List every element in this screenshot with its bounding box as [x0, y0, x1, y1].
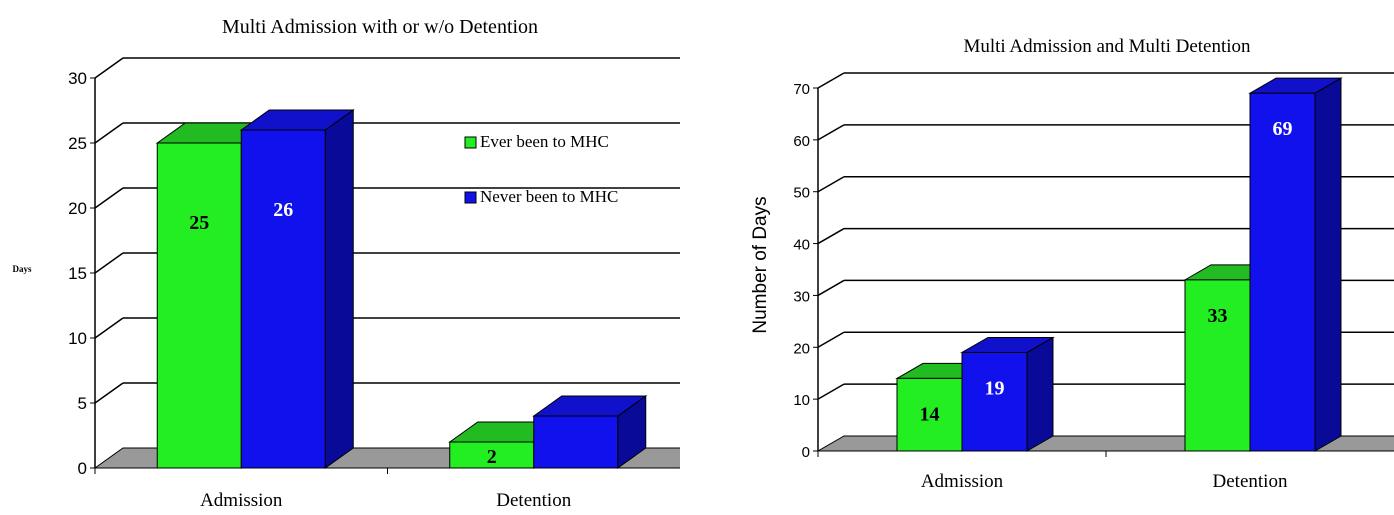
c1-bar-side: [324, 109, 354, 469]
c2-grid-diag: [817, 124, 845, 141]
c1-ytick-label: 15: [68, 264, 87, 283]
c1-bar-front: [156, 142, 242, 469]
c2-ytick-label: 70: [793, 81, 810, 98]
c1-grid-diag: [94, 382, 124, 404]
c2-ytick-label: 60: [793, 133, 810, 150]
legend-swatch-ever: [464, 136, 477, 149]
c2-ytick-label: 0: [802, 444, 810, 461]
chart1-title: Multi Admission with or w/o Detention: [222, 16, 538, 38]
c1-ytick-label: 5: [78, 394, 87, 413]
c2-ytick-label: 30: [793, 288, 810, 305]
c2-category-label: Detention: [1213, 471, 1288, 492]
c2-data-label: 33: [1208, 305, 1228, 327]
c2-bar-side: [1314, 77, 1342, 452]
c1-grid-diag: [94, 317, 124, 339]
chart-multi-admission-detention: Multi Admission and Multi Detention Numb…: [700, 0, 1394, 510]
c2-grid-diag: [817, 279, 845, 297]
c2-bar-front: [896, 377, 963, 452]
chart1-svg: Multi Admission with or w/o Detention Da…: [12, 16, 710, 511]
c2-ytick-label: 40: [793, 237, 810, 254]
c1-ytick-label: 20: [68, 199, 87, 218]
c1-bar-front: [240, 129, 326, 469]
c1-data-label: 4: [571, 485, 581, 507]
c1-data-label: 2: [487, 446, 497, 468]
c2-category-label: Admission: [921, 471, 1004, 492]
c1-ytick-label: 25: [68, 134, 87, 153]
c2-grid-diag: [817, 331, 845, 348]
c2-data-label: 19: [985, 377, 1005, 399]
chart2-title: Multi Admission and Multi Detention: [963, 36, 1251, 57]
c2-data-label: 69: [1273, 118, 1293, 140]
c2-bar-side: [1026, 336, 1054, 452]
chart2-ylabel: Number of Days: [750, 196, 771, 333]
legend-label-never: Never been to MHC: [480, 187, 618, 206]
legend-swatch-never: [464, 191, 477, 204]
c2-grid-diag: [817, 176, 845, 193]
c1-ytick-label: 30: [68, 69, 87, 88]
c2-ytick-label: 20: [793, 340, 810, 357]
c1-bar: [239, 109, 355, 469]
c2-bar: [1248, 77, 1343, 452]
c1-data-label: 25: [189, 212, 209, 234]
c1-grid-diag: [94, 57, 124, 79]
c1-ytick-label: 10: [68, 329, 87, 348]
chart2-svg: Multi Admission and Multi Detention Numb…: [750, 36, 1394, 492]
c2-bar: [960, 336, 1055, 452]
c1-bar-front: [449, 441, 535, 469]
c1-bar-front: [533, 415, 619, 469]
c2-ytick-label: 50: [793, 185, 810, 202]
c1-data-label: 26: [273, 199, 293, 221]
c2-data-label: 14: [920, 403, 940, 425]
c1-grid-diag: [94, 252, 124, 274]
chart-admission-detention: Multi Admission with or w/o Detention Da…: [0, 0, 710, 511]
c2-bar-front: [1184, 279, 1251, 452]
c2-grid-diag: [817, 383, 845, 400]
c1-grid-diag: [94, 187, 124, 209]
legend-label-ever: Ever been to MHC: [480, 132, 609, 151]
c2-bar-front: [961, 351, 1028, 452]
c1-ytick-label: 0: [78, 459, 87, 478]
chart1-ylabel: Days: [12, 264, 31, 274]
c2-bar-front: [1249, 92, 1316, 452]
chart1-legend: Ever been to MHC Never been to MHC: [464, 132, 618, 206]
c1-category-label: Detention: [496, 490, 571, 510]
c2-ytick-label: 10: [793, 392, 810, 409]
c2-grid-diag: [817, 72, 845, 89]
c2-grid-diag: [817, 227, 845, 245]
c1-bar: [532, 395, 648, 469]
c1-grid-diag: [94, 122, 124, 144]
c1-category-label: Admission: [200, 490, 283, 510]
